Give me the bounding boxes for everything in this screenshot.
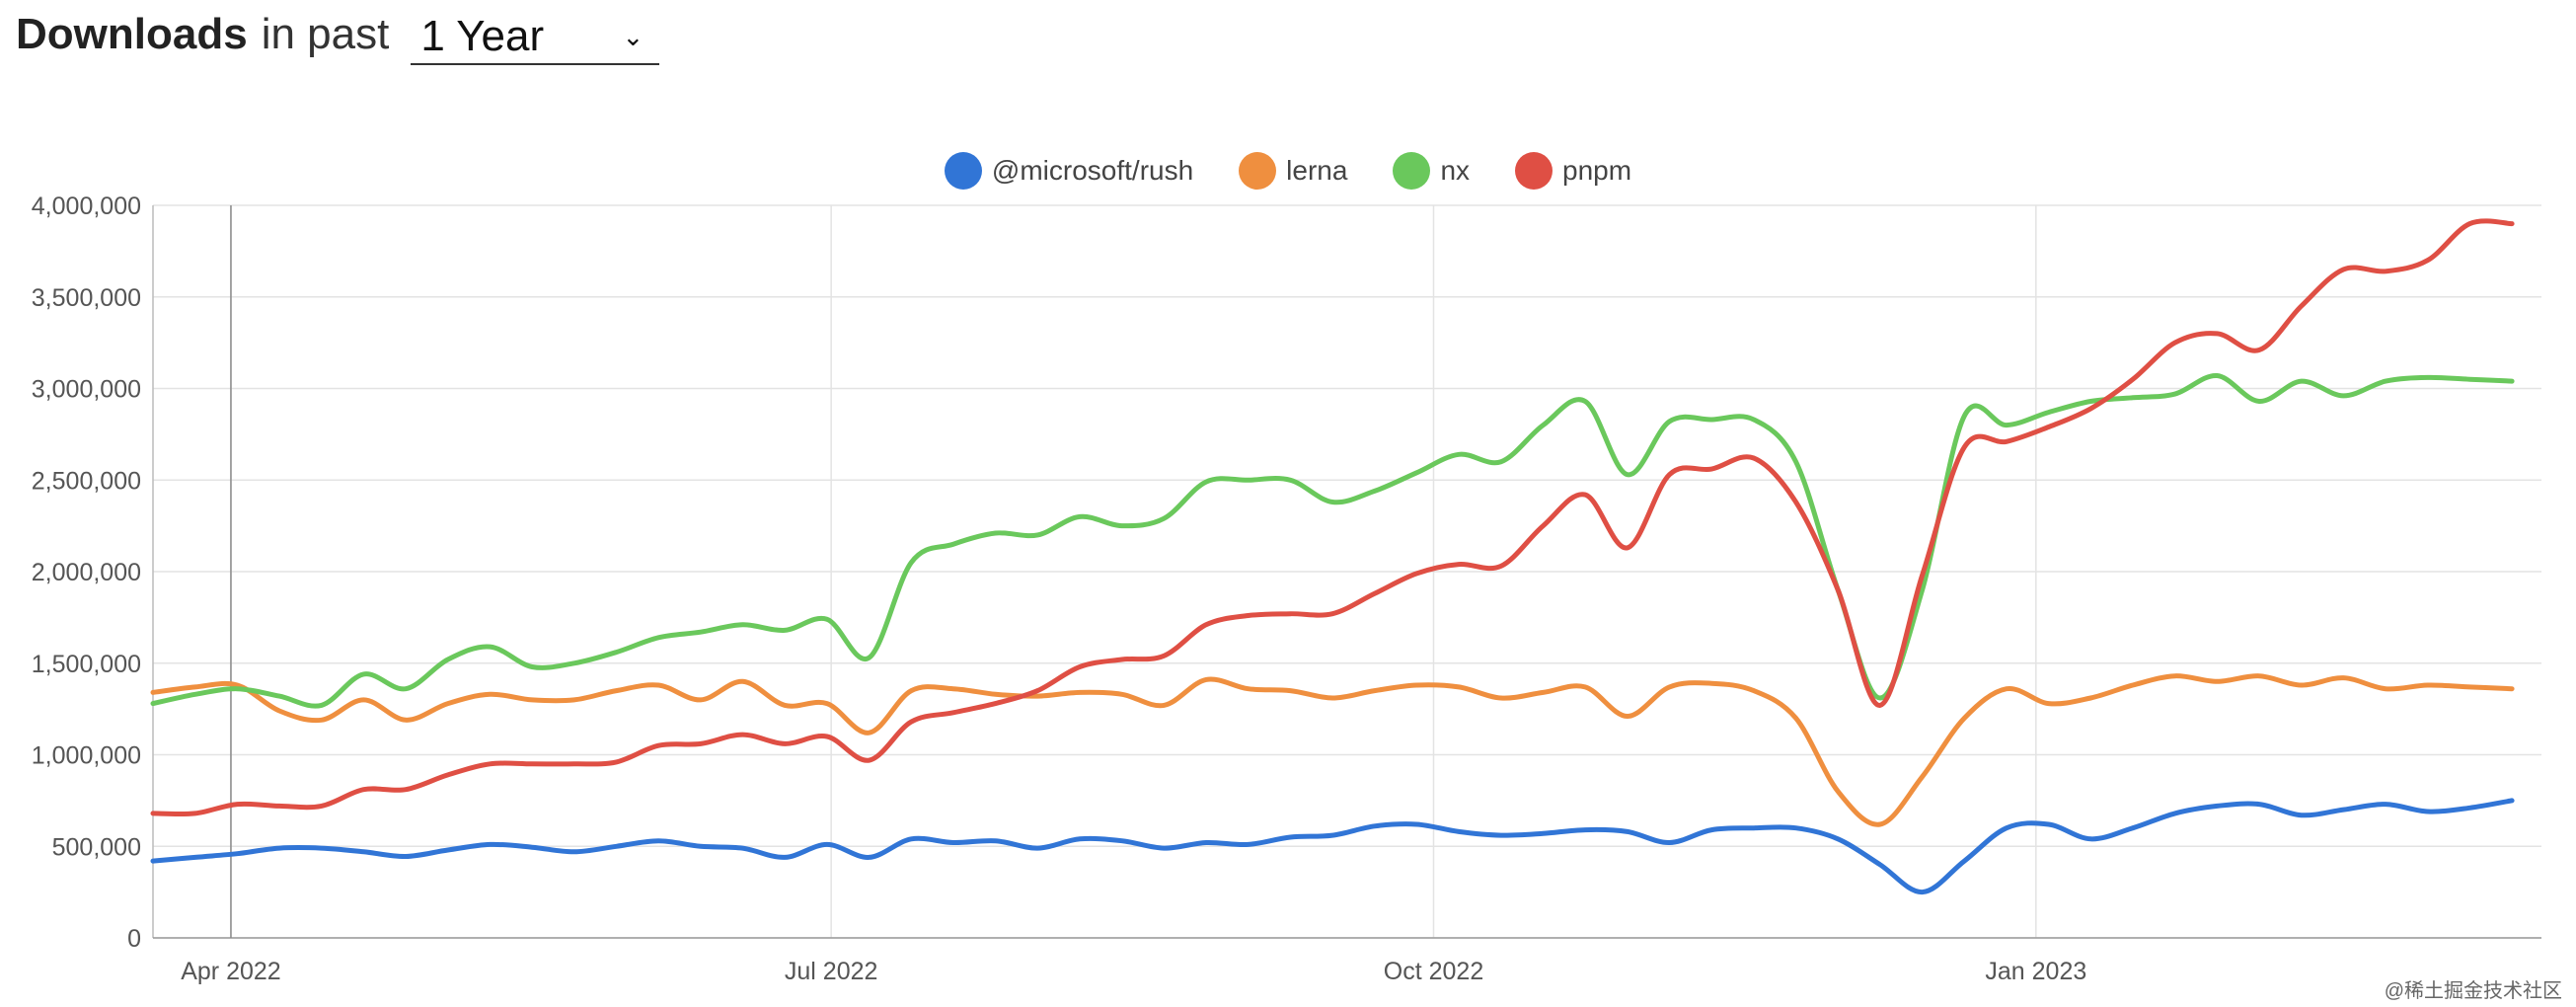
y-tick-label: 1,000,000 (32, 742, 141, 770)
watermark: @稀土掘金技术社区 (2384, 980, 2562, 1002)
page-header: Downloads in past 1 Year ⌄ (16, 0, 660, 69)
y-tick-label: 1,500,000 (32, 651, 141, 678)
legend-item-lerna[interactable]: lerna (1239, 152, 1347, 190)
legend-dot-icon (1239, 152, 1277, 190)
y-tick-label: 3,000,000 (32, 376, 141, 404)
x-tick-label: Jul 2022 (785, 958, 878, 985)
y-tick-label: 3,500,000 (32, 284, 141, 312)
time-range-select[interactable]: 1 Year ⌄ (411, 4, 660, 65)
legend-label: nx (1440, 155, 1471, 186)
x-tick-label: Oct 2022 (1384, 958, 1483, 985)
series-line-rush (150, 798, 2515, 895)
time-range-value: 1 Year (420, 12, 545, 60)
y-tick-label: 2,500,000 (32, 467, 141, 495)
legend-dot-icon (1393, 152, 1431, 190)
series-nx (150, 373, 2515, 709)
series-line-pnpm (150, 218, 2515, 817)
legend-label: pnpm (1562, 155, 1632, 186)
chart-legend: @microsoft/rush lerna nx pnpm (0, 146, 2576, 195)
series-lerna (150, 673, 2515, 827)
legend-label: lerna (1286, 155, 1348, 186)
legend-dot-icon (1515, 152, 1553, 190)
downloads-title: Downloads (16, 10, 248, 58)
y-tick-label: 500,000 (52, 833, 141, 861)
in-past-label: in past (261, 10, 390, 58)
series-pnpm (150, 218, 2515, 817)
chevron-down-icon: ⌄ (622, 22, 644, 51)
legend-dot-icon (944, 152, 982, 190)
series-line-lerna (150, 673, 2515, 827)
y-tick-label: 4,000,000 (32, 193, 141, 220)
legend-item-rush[interactable]: @microsoft/rush (944, 152, 1194, 190)
series-rush (150, 798, 2515, 895)
y-tick-label: 2,000,000 (32, 559, 141, 586)
legend-label: @microsoft/rush (991, 155, 1194, 186)
x-tick-label: Apr 2022 (181, 958, 280, 985)
legend-item-nx[interactable]: nx (1393, 152, 1470, 190)
series-line-nx (150, 373, 2515, 709)
y-tick-label: 0 (127, 925, 141, 953)
legend-item-pnpm[interactable]: pnpm (1515, 152, 1631, 190)
x-tick-label: Jan 2023 (1985, 958, 2086, 985)
